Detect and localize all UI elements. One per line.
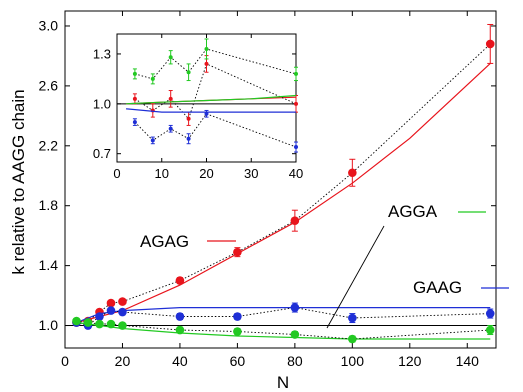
main-y-tick-label-2-6: 2.6 [39,77,59,93]
main-agga-point-1 [83,318,93,327]
main-agga-point-7 [290,330,300,339]
inset-agag-point-4 [204,61,209,66]
inset-y-tick-label-1-3: 1.3 [93,46,111,61]
inset-gaag-dotted-line [134,113,297,148]
inset-agag-point-5 [294,101,298,106]
main-gaag-dotted-line [76,307,491,326]
main-agga-point-5 [175,325,185,335]
main-agag-point-8 [348,168,357,178]
inset-agag-dotted-line [134,63,297,120]
x-axis-label: N [277,373,289,392]
inset-x-tick-label-40: 40 [289,166,303,181]
main-x-tick-label-100: 100 [341,353,365,369]
main-agag-point-7 [290,216,300,225]
main-agga-point-0 [72,316,81,326]
main-agga-point-6 [233,327,242,336]
main-gaag-point-4 [118,307,127,317]
main-gaag-point-5 [175,312,185,321]
main-agag-point-3 [106,298,116,308]
main-agag-fit-line [76,62,491,324]
inset-agga-fit-line [125,94,297,105]
inset-agga-point-0 [132,71,137,76]
inset-y-tick-label-1: 1.0 [93,96,111,111]
main-agag-point-5 [175,276,185,285]
main-agag-point-6 [233,247,242,257]
main-agga-point-3 [106,319,116,329]
main-x-tick-label-20: 20 [115,353,131,369]
main-gaag-fit-line [76,307,491,324]
main-x-tick-label-120: 120 [398,353,422,369]
y-axis-label: k relative to AAGG chain [9,89,28,274]
main-x-tick-label-60: 60 [230,353,246,369]
inset-agga-point-3 [186,70,191,75]
main-x-tick-label-140: 140 [456,353,480,369]
main-y-tick-label-1: 1.0 [39,317,59,333]
inset-gaag-point-4 [204,111,209,116]
main-x-tick-label-0: 0 [61,353,69,369]
main-gaag-point-9 [485,309,495,318]
inset-x-tick-label-30: 30 [244,166,258,181]
main-x-tick-label-40: 40 [172,353,188,369]
inset-x-tick-label-20: 20 [199,166,213,181]
inset-agga-point-2 [168,55,173,60]
main-gaag-point-2 [95,312,104,321]
main-agga-point-8 [348,334,357,344]
series-label-agga: AGGA [388,202,438,221]
main-agga-point-9 [485,325,495,335]
inset-gaag-point-2 [168,126,173,131]
main-agga-point-4 [118,321,127,330]
main-y-tick-label-3: 3.0 [39,17,59,33]
inset-agga-point-1 [150,76,155,81]
inset-gaag-point-0 [132,120,137,125]
main-agag-point-4 [118,297,127,306]
main-gaag-point-6 [233,312,242,321]
agga-pointer-line [326,225,385,329]
inset-gaag-point-5 [294,145,298,150]
inset-agag-point-0 [132,96,137,101]
inset-x-tick-label-10: 10 [155,166,169,181]
inset-agga-point-4 [204,46,209,51]
main-y-tick-label-1-8: 1.8 [39,197,59,213]
inset-x-tick-label-0: 0 [113,166,120,181]
inset-agga-dotted-line [134,48,297,80]
main-gaag-point-3 [106,306,116,315]
main-gaag-point-8 [348,313,357,323]
main-y-tick-label-1-4: 1.4 [39,257,59,273]
main-y-tick-label-2-2: 2.2 [39,137,59,153]
inset-agag-point-2 [168,96,173,101]
main-x-tick-label-80: 80 [287,353,303,369]
main-gaag-point-7 [290,303,300,312]
series-label-agag: AGAG [140,232,189,251]
inset-agag-point-3 [186,116,191,121]
inset-plot: 0 10 20 30 40 0.7 1.0 1.3 [93,33,303,181]
series-labels: AGAG AGGA GAAG [140,202,509,329]
main-agag-point-9 [485,39,495,49]
series-label-gaag: GAAG [413,278,462,297]
inset-gaag-point-1 [150,138,155,143]
inset-y-tick-label-0-7: 0.7 [93,146,111,161]
inset-agga-point-5 [294,71,298,76]
inset-gaag-point-3 [186,136,191,141]
main-agag-dotted-line [76,43,491,323]
main-agga-point-2 [95,319,104,329]
